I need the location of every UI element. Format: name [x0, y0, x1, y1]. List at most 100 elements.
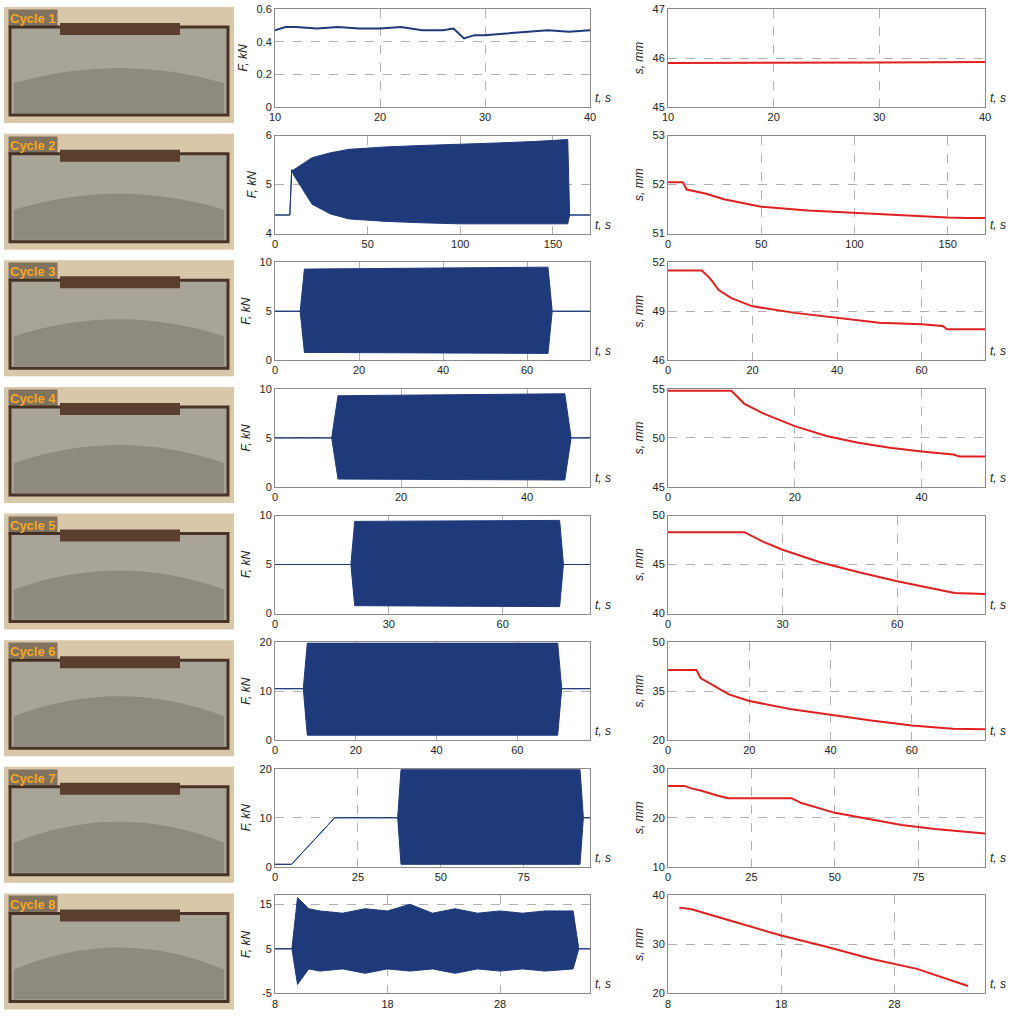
svg-text:0: 0	[272, 238, 278, 250]
svg-text:F, kN: F, kN	[239, 424, 253, 451]
svg-text:10: 10	[653, 861, 665, 873]
svg-text:0: 0	[266, 481, 272, 493]
svg-text:t, s: t, s	[990, 91, 1006, 105]
svg-text:s, mm: s, mm	[632, 422, 646, 455]
svg-text:30: 30	[873, 111, 885, 123]
svg-text:0: 0	[272, 364, 278, 376]
svg-text:50: 50	[829, 871, 841, 883]
svg-text:5: 5	[266, 943, 272, 955]
svg-text:30: 30	[479, 111, 491, 123]
svg-text:t, s: t, s	[595, 344, 611, 358]
svg-text:30: 30	[653, 763, 665, 775]
svg-text:0: 0	[665, 238, 671, 250]
svg-text:8: 8	[665, 998, 671, 1010]
svg-text:75: 75	[912, 871, 924, 883]
svg-text:5: 5	[266, 558, 272, 570]
svg-text:t, s: t, s	[990, 977, 1006, 991]
svg-text:50: 50	[653, 636, 665, 648]
svg-text:20: 20	[374, 111, 386, 123]
svg-text:Cycle 3: Cycle 3	[10, 264, 56, 279]
svg-text:t, s: t, s	[990, 471, 1006, 485]
svg-text:4: 4	[266, 227, 272, 239]
svg-text:0: 0	[272, 618, 278, 630]
svg-text:50: 50	[653, 509, 665, 521]
svg-text:0: 0	[665, 618, 671, 630]
svg-text:t, s: t, s	[990, 344, 1006, 358]
svg-text:-5: -5	[262, 987, 272, 999]
svg-text:F, kN: F, kN	[245, 171, 259, 198]
svg-text:0: 0	[665, 744, 671, 756]
svg-text:s, mm: s, mm	[632, 675, 646, 708]
svg-text:150: 150	[544, 238, 562, 250]
svg-text:46: 46	[653, 354, 665, 366]
svg-text:53: 53	[653, 129, 665, 141]
svg-text:10: 10	[260, 383, 272, 395]
svg-text:0: 0	[665, 364, 671, 376]
svg-text:10: 10	[260, 509, 272, 521]
svg-text:0: 0	[266, 734, 272, 746]
svg-text:10: 10	[260, 256, 272, 268]
svg-text:52: 52	[653, 256, 665, 268]
svg-text:20: 20	[353, 364, 365, 376]
svg-text:40: 40	[915, 491, 927, 503]
svg-text:20: 20	[260, 763, 272, 775]
svg-text:46: 46	[653, 52, 665, 64]
svg-text:s, mm: s, mm	[632, 168, 646, 201]
svg-text:Cycle 4: Cycle 4	[10, 391, 56, 406]
svg-text:10: 10	[662, 111, 674, 123]
svg-text:45: 45	[653, 558, 665, 570]
svg-text:60: 60	[915, 364, 927, 376]
svg-text:5: 5	[266, 432, 272, 444]
svg-text:0: 0	[266, 101, 272, 113]
svg-text:5: 5	[266, 178, 272, 190]
svg-text:50: 50	[755, 238, 767, 250]
svg-text:30: 30	[383, 618, 395, 630]
svg-text:Cycle 6: Cycle 6	[10, 644, 56, 659]
svg-text:F, kN: F, kN	[239, 297, 253, 324]
svg-text:28: 28	[494, 998, 506, 1010]
svg-text:10: 10	[260, 685, 272, 697]
svg-text:Cycle 2: Cycle 2	[10, 138, 56, 153]
svg-text:30: 30	[776, 618, 788, 630]
svg-text:Cycle 1: Cycle 1	[10, 11, 56, 26]
svg-text:0: 0	[665, 491, 671, 503]
svg-text:100: 100	[845, 238, 863, 250]
svg-text:t, s: t, s	[990, 598, 1006, 612]
svg-text:40: 40	[521, 491, 533, 503]
svg-text:40: 40	[437, 364, 449, 376]
svg-text:18: 18	[381, 998, 393, 1010]
svg-text:50: 50	[435, 871, 447, 883]
svg-text:52: 52	[653, 178, 665, 190]
svg-text:s, mm: s, mm	[632, 42, 646, 75]
svg-text:6: 6	[266, 129, 272, 141]
svg-text:F, kN: F, kN	[239, 930, 253, 957]
svg-text:40: 40	[430, 744, 442, 756]
svg-text:50: 50	[362, 238, 374, 250]
svg-text:Cycle 8: Cycle 8	[10, 897, 56, 912]
svg-text:s, mm: s, mm	[632, 295, 646, 328]
svg-text:30: 30	[653, 938, 665, 950]
svg-text:55: 55	[653, 383, 665, 395]
svg-text:100: 100	[451, 238, 469, 250]
svg-text:0.4: 0.4	[257, 36, 272, 48]
svg-text:51: 51	[653, 227, 665, 239]
svg-text:50: 50	[653, 432, 665, 444]
svg-text:20: 20	[653, 734, 665, 746]
svg-text:20: 20	[653, 812, 665, 824]
svg-text:t, s: t, s	[595, 598, 611, 612]
svg-text:60: 60	[521, 364, 533, 376]
svg-text:45: 45	[653, 101, 665, 113]
svg-text:0: 0	[266, 354, 272, 366]
svg-text:t, s: t, s	[595, 91, 611, 105]
svg-text:20: 20	[789, 491, 801, 503]
svg-text:60: 60	[906, 744, 918, 756]
svg-text:60: 60	[891, 618, 903, 630]
svg-text:35: 35	[653, 685, 665, 697]
svg-text:40: 40	[831, 364, 843, 376]
svg-text:t, s: t, s	[990, 218, 1006, 232]
svg-text:t, s: t, s	[595, 851, 611, 865]
svg-text:20: 20	[395, 491, 407, 503]
svg-text:49: 49	[653, 305, 665, 317]
svg-text:10: 10	[260, 812, 272, 824]
svg-text:0: 0	[665, 871, 671, 883]
